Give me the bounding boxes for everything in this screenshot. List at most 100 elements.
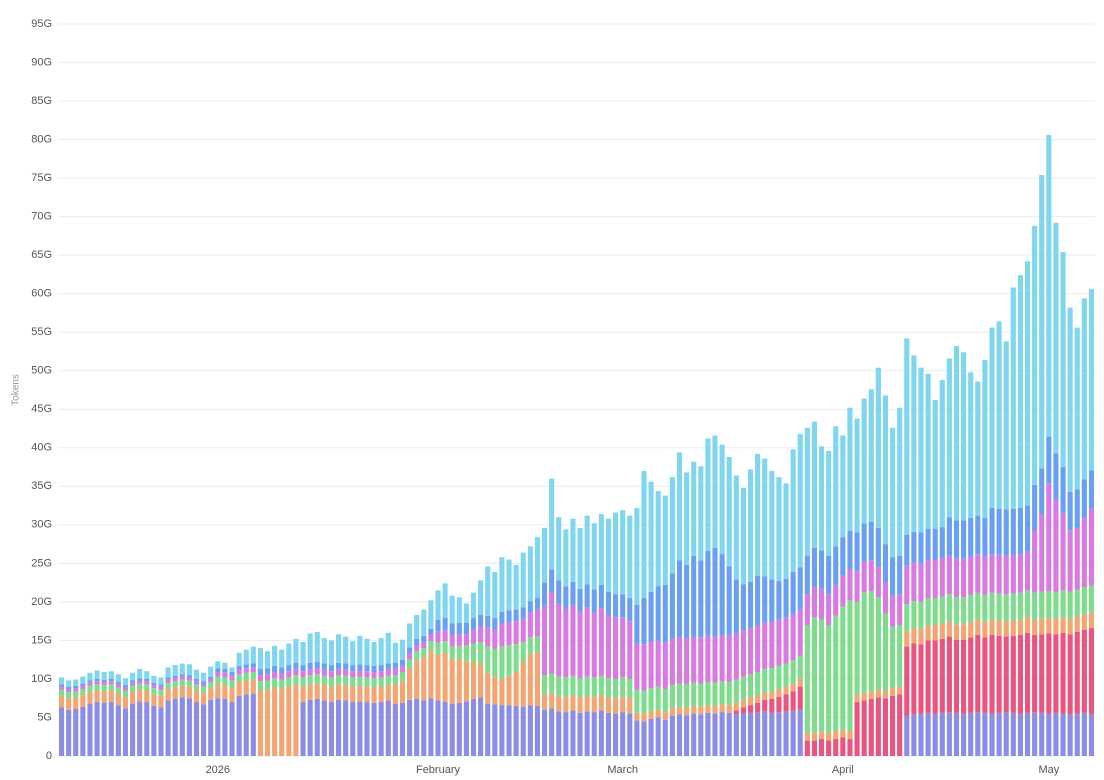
bar-segment: [364, 638, 370, 666]
bar-segment: [87, 680, 93, 683]
bar-segment: [151, 694, 157, 706]
bar-segment: [165, 677, 171, 680]
bar-segment: [747, 712, 754, 756]
bar-segment: [882, 582, 889, 614]
bar-segment: [442, 652, 448, 703]
bar-segment: [563, 696, 569, 713]
y-tick-label: 85G: [31, 95, 52, 107]
bar-segment: [691, 555, 697, 637]
bar-segment: [534, 537, 540, 599]
bar-segment: [179, 676, 185, 680]
bar-segment: [797, 655, 803, 679]
bar-segment: [1060, 252, 1066, 468]
bar-segment: [449, 703, 455, 756]
bar-segment: [648, 481, 654, 592]
bar-segment: [243, 680, 249, 695]
bar-segment: [797, 686, 803, 710]
bar-segment: [854, 418, 860, 533]
bar-segment: [186, 698, 192, 756]
bar-segment: [747, 581, 754, 629]
bar-segment: [1046, 618, 1052, 634]
bar-segment: [996, 593, 1002, 621]
bar-segment: [520, 607, 526, 619]
bar-segment: [463, 645, 469, 662]
bar-segment: [968, 556, 974, 595]
bar-segment: [371, 702, 377, 756]
bar-segment: [563, 677, 569, 697]
bar-segment: [58, 677, 65, 685]
bar-segment: [755, 695, 761, 703]
bar-segment: [598, 710, 604, 756]
bar-segment: [236, 674, 242, 683]
bar-segment: [811, 586, 817, 618]
bar-segment: [1010, 554, 1016, 594]
bar-segment: [719, 712, 725, 756]
bar-segment: [818, 550, 825, 589]
bar-segment: [208, 678, 214, 683]
bar-segment: [847, 600, 853, 732]
bar-segment: [378, 638, 384, 666]
bar-segment: [506, 705, 512, 756]
bar-segment: [407, 668, 413, 700]
bar-segment: [861, 692, 867, 701]
bar-segment: [1088, 508, 1095, 586]
bar-segment: [80, 695, 86, 707]
bar-segment: [641, 690, 647, 714]
bar-segment: [1032, 619, 1038, 636]
bar-segment: [691, 461, 697, 556]
bar-segment: [790, 571, 796, 615]
bar-segment: [122, 696, 129, 709]
bar-segment: [122, 690, 129, 697]
bar-segment: [975, 635, 981, 713]
bar-segment: [1060, 632, 1066, 714]
bar-segment: [357, 701, 363, 756]
bar-segment: [634, 712, 640, 721]
bar-segment: [357, 635, 363, 665]
bar-segment: [847, 407, 853, 532]
bar-segment: [797, 567, 803, 610]
bar-segment: [620, 510, 626, 595]
bar-segment: [726, 705, 732, 713]
bar-segment: [712, 547, 718, 637]
bar-segment: [648, 688, 654, 712]
bar-segment: [698, 637, 704, 684]
bar-segment: [613, 698, 619, 714]
bar-segment: [847, 739, 853, 756]
bar-segment: [158, 677, 164, 685]
bar-segment: [1003, 555, 1009, 595]
bar-segment: [1046, 633, 1052, 714]
bar-segment: [343, 636, 349, 664]
bar-segment: [513, 644, 519, 673]
bar-segment: [1067, 634, 1073, 715]
bar-segment: [882, 395, 889, 545]
bar-segment: [350, 665, 356, 672]
bar-segment: [456, 622, 462, 635]
bar-segment: [520, 641, 526, 662]
bar-segment: [811, 421, 817, 548]
bar-segment: [563, 609, 569, 678]
bar-segment: [584, 695, 590, 712]
bar-segment: [932, 400, 938, 529]
bar-segment: [293, 638, 299, 663]
bar-segment: [243, 649, 249, 665]
bar-segment: [776, 581, 782, 620]
bar-segment: [755, 625, 761, 673]
bar-segment: [478, 626, 484, 642]
bar-segment: [953, 558, 960, 598]
bar-segment: [130, 692, 136, 704]
bar-segment: [797, 433, 803, 568]
bar-segment: [1074, 489, 1080, 528]
bar-segment: [101, 685, 107, 692]
bar-segment: [904, 338, 910, 535]
bar-segment: [726, 712, 732, 756]
bar-segment: [215, 676, 221, 685]
bar-segment: [1010, 635, 1016, 713]
bar-segment: [861, 398, 867, 524]
bar-segment: [80, 676, 86, 684]
bar-segment: [1067, 714, 1073, 756]
bar-segment: [705, 635, 711, 683]
bar-segment: [634, 720, 640, 756]
bar-segment: [137, 683, 143, 690]
bar-segment: [769, 668, 775, 692]
bar-segment: [470, 643, 477, 662]
